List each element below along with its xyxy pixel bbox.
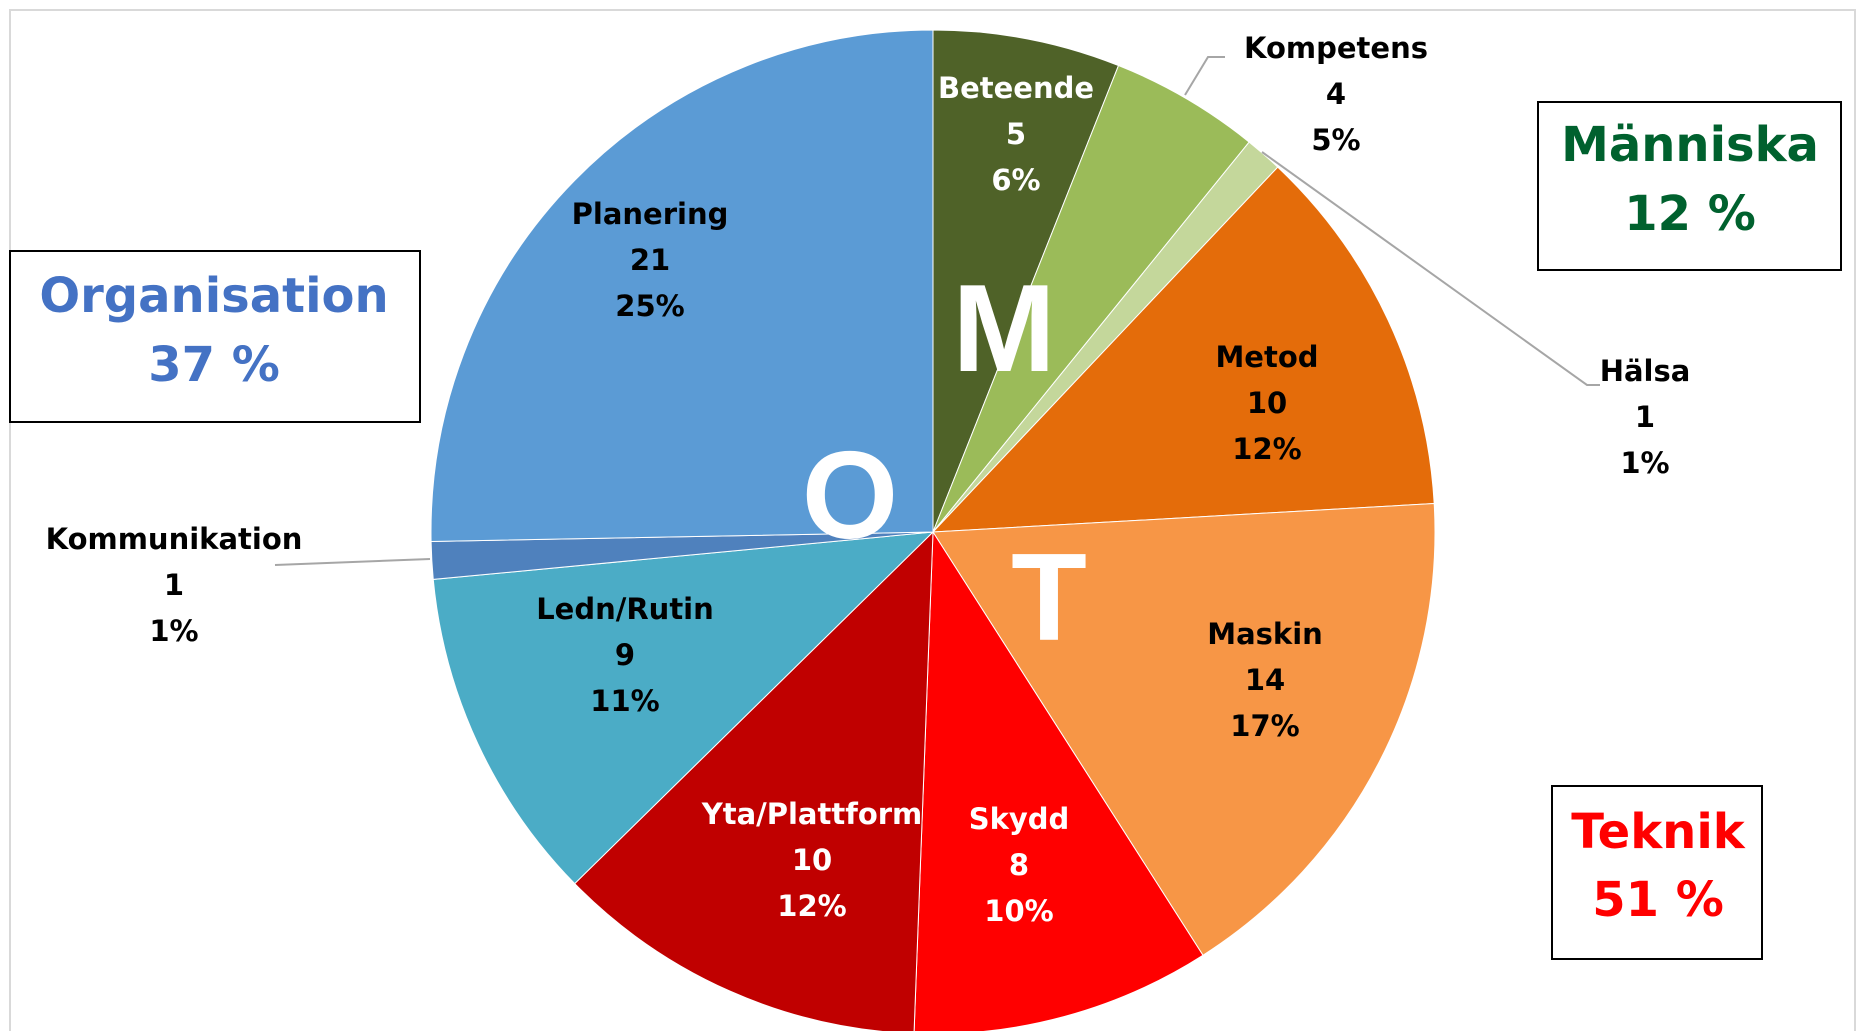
group-box	[1551, 785, 1763, 960]
slice-percent: 10%	[984, 894, 1053, 928]
slice-value: 1	[1635, 400, 1655, 434]
group-name: Organisation	[39, 268, 388, 324]
chart-frame	[9, 9, 1856, 1031]
group-name: Teknik	[1571, 804, 1745, 860]
slice-label: Yta/Plattform	[701, 797, 923, 831]
group-box	[9, 250, 421, 423]
group-letter: O	[802, 427, 898, 565]
slice-value: 1	[164, 568, 184, 602]
slice-percent: 5%	[1311, 123, 1360, 157]
leader-line	[274, 558, 431, 566]
group-share: 51 %	[1592, 872, 1724, 928]
group-name: Människa	[1561, 117, 1819, 173]
slice-label: Ledn/Rutin	[536, 592, 714, 626]
slice-value: 8	[1009, 848, 1029, 882]
group-share: 37 %	[148, 337, 280, 393]
slice-label: Maskin	[1207, 617, 1323, 651]
group-letter: M	[952, 260, 1055, 398]
pie-slice	[932, 29, 1120, 533]
slice-percent: 11%	[590, 684, 659, 718]
slice-label: Kompetens	[1244, 31, 1428, 65]
slice-percent: 25%	[615, 289, 684, 323]
slice-percent: 17%	[1230, 709, 1299, 743]
pie-slice	[913, 530, 1204, 1031]
pie-slice	[932, 64, 1250, 533]
slice-value: 14	[1245, 663, 1285, 697]
pie-slice	[432, 531, 935, 885]
pie-slice	[932, 502, 1436, 956]
group-box	[1537, 101, 1842, 271]
pie-slice	[931, 166, 1435, 533]
slice-label: Planering	[572, 197, 729, 231]
slice-percent: 12%	[1232, 432, 1301, 466]
slice-value: 10	[1247, 386, 1287, 420]
slice-label: Skydd	[969, 802, 1070, 836]
slice-value: 10	[792, 843, 832, 877]
leader-line	[1261, 151, 1600, 386]
slice-percent: 12%	[777, 889, 846, 923]
group-letter: T	[1011, 529, 1087, 667]
leader-line	[1184, 56, 1225, 96]
slice-label: Metod	[1215, 340, 1318, 374]
group-share: 12 %	[1624, 186, 1756, 242]
slice-percent: 1%	[1620, 446, 1669, 480]
slice-value: 9	[615, 638, 635, 672]
slice-value: 21	[630, 243, 670, 277]
slice-label: Hälsa	[1600, 354, 1691, 388]
slice-label: Beteende	[938, 71, 1094, 105]
slice-label: Kommunikation	[46, 522, 303, 556]
slice-value: 4	[1326, 77, 1346, 111]
slice-percent: 1%	[149, 614, 198, 648]
slice-value: 5	[1006, 117, 1026, 151]
slice-percent: 6%	[991, 163, 1040, 197]
pie-slice	[430, 29, 934, 543]
